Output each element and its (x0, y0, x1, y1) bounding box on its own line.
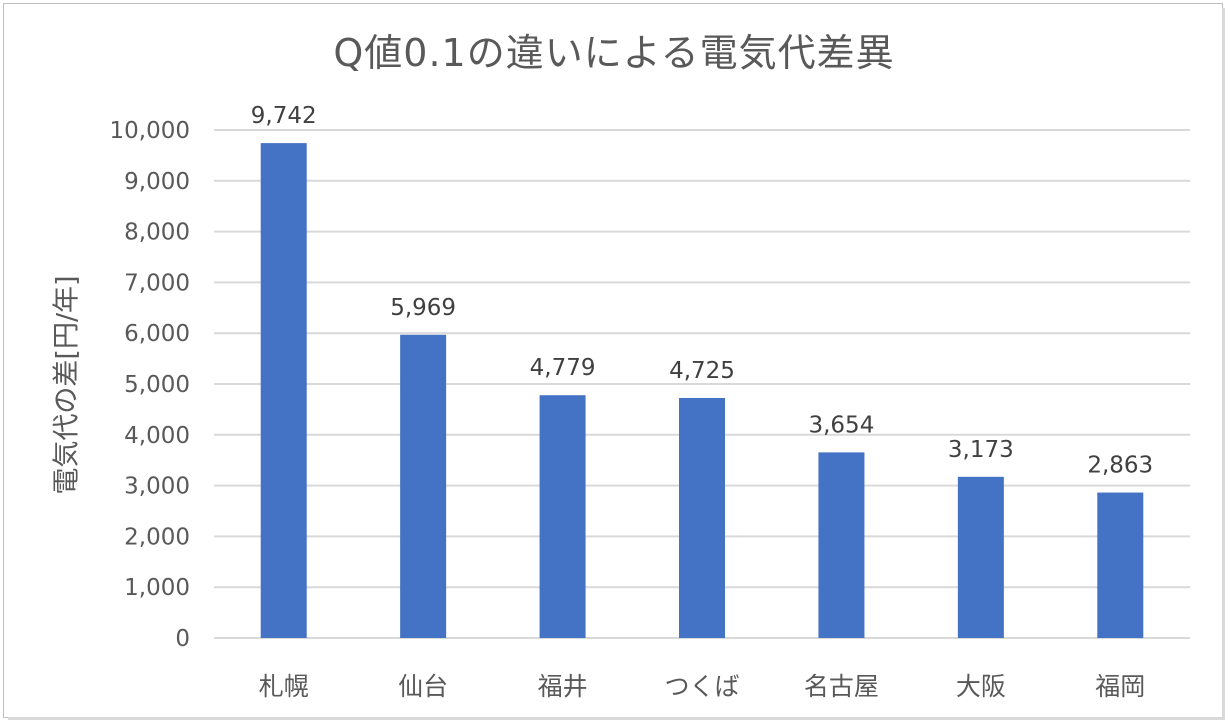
x-tick-label: 福岡 (1095, 672, 1145, 701)
y-tick-label: 6,000 (124, 321, 190, 347)
data-label: 4,725 (669, 358, 735, 384)
bars (260, 143, 1144, 639)
x-tick-label: つくば (664, 672, 739, 701)
y-axis-ticks: 0 1,000 2,000 3,000 4,000 5,000 6,000 7,000 8,00… (110, 118, 190, 652)
data-labels: 9,742 5,969 4,779 4,725 3,654 3,173 2,863 (251, 103, 1153, 478)
x-tick-label: 福井 (538, 672, 588, 701)
chart-title: Q値0.1の違いによる電気代差異 (333, 31, 895, 75)
y-tick-label: 9,000 (124, 169, 190, 195)
y-tick-label: 0 (175, 626, 190, 652)
data-label: 9,742 (251, 103, 317, 129)
y-tick-label: 3,000 (124, 474, 190, 500)
data-label: 4,779 (530, 355, 596, 381)
data-label: 3,654 (808, 412, 874, 438)
y-tick-label: 4,000 (124, 423, 190, 449)
y-tick-label: 7,000 (124, 270, 190, 296)
x-axis-categories: 札幌 仙台 福井 つくば 名古屋 大阪 福岡 (259, 672, 1146, 701)
data-label: 2,863 (1087, 453, 1153, 479)
bar (260, 143, 307, 639)
y-tick-label: 10,000 (110, 118, 190, 144)
frame-shadow-bottom (8, 717, 1225, 720)
data-label: 3,173 (948, 437, 1014, 463)
bar (679, 397, 725, 638)
x-tick-label: 仙台 (398, 672, 448, 701)
x-tick-label: 札幌 (259, 672, 309, 701)
data-label: 5,969 (390, 295, 456, 321)
bar (957, 476, 1004, 638)
frame-shadow-right (1222, 8, 1225, 720)
bar (539, 395, 586, 638)
x-tick-label: 名古屋 (804, 672, 879, 701)
y-tick-label: 8,000 (124, 220, 190, 246)
y-tick-label: 2,000 (124, 524, 190, 550)
chart-frame (3, 3, 1223, 718)
bar (818, 452, 865, 638)
y-tick-label: 1,000 (124, 575, 190, 601)
bar (400, 334, 447, 638)
x-tick-label: 大阪 (956, 672, 1006, 701)
bar (1097, 492, 1144, 638)
y-tick-label: 5,000 (124, 372, 190, 398)
